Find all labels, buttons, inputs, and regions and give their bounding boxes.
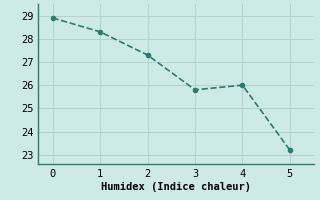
X-axis label: Humidex (Indice chaleur): Humidex (Indice chaleur) [101,182,251,192]
